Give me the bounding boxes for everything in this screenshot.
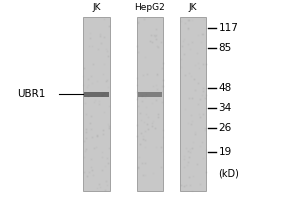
- Text: UBR1: UBR1: [17, 89, 45, 99]
- Text: 117: 117: [218, 23, 238, 33]
- Bar: [83, 17, 110, 191]
- Text: 34: 34: [218, 103, 232, 113]
- Text: 48: 48: [218, 83, 232, 93]
- Text: 19: 19: [218, 147, 232, 157]
- Text: (kD): (kD): [218, 168, 239, 178]
- Text: 85: 85: [218, 43, 232, 53]
- Bar: [138, 92, 162, 97]
- Text: JK: JK: [92, 3, 101, 12]
- Bar: [136, 17, 164, 191]
- Bar: [84, 92, 109, 97]
- Text: JK: JK: [189, 3, 197, 12]
- Text: HepG2: HepG2: [135, 3, 165, 12]
- Bar: [180, 17, 206, 191]
- Text: 26: 26: [218, 123, 232, 133]
